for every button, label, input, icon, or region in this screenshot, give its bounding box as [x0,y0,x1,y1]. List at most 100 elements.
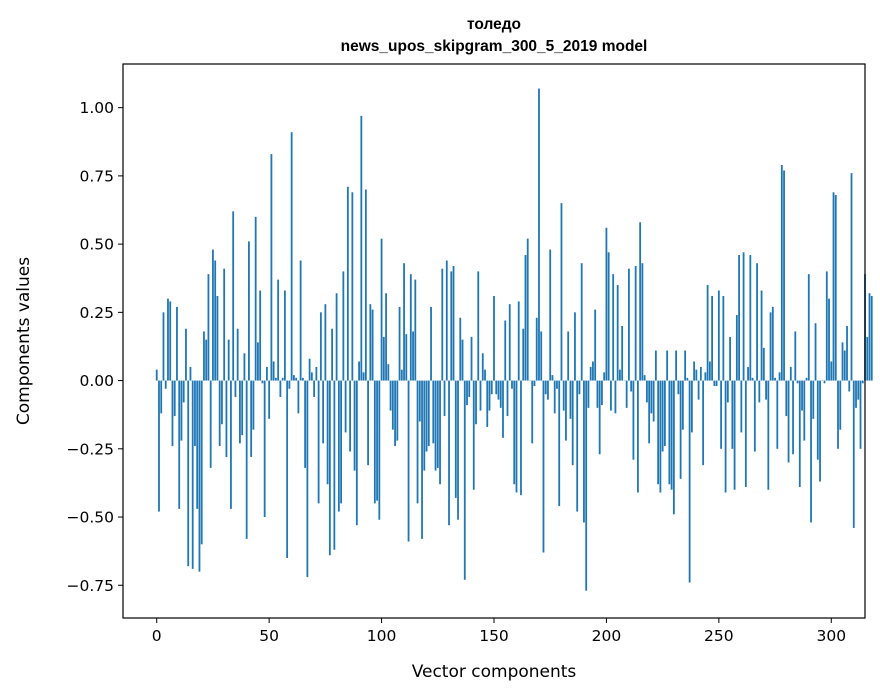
x-tick-label: 300 [816,627,846,645]
bar-58 [286,380,289,558]
bar-102 [385,293,387,381]
y-tick-label: −0.50 [67,509,115,527]
bar-19 [198,380,201,572]
bar-109 [400,369,403,381]
bar-295 [819,380,821,482]
bar-119 [423,380,426,471]
bar-250 [717,290,720,381]
bar-266 [753,380,756,452]
bar-110 [403,263,405,381]
bar-107 [396,380,399,441]
bar-55 [279,380,282,397]
bar-193 [589,366,592,381]
bar-78 [331,328,334,381]
bar-258 [735,315,738,381]
bar-240 [695,369,698,381]
bar-67 [306,380,309,578]
bar-69 [310,372,313,381]
bar-18 [196,380,199,509]
bar-275 [774,377,776,381]
bar-93 [364,189,367,381]
bar-211 [630,380,633,392]
bar-76 [326,380,329,485]
bar-239 [693,361,696,381]
bar-171 [540,331,543,381]
bar-316 [866,336,869,381]
bar-217 [643,375,646,381]
bar-300 [830,361,833,381]
bar-25 [212,249,214,381]
bar-317 [868,293,871,381]
bar-16 [191,380,194,569]
bar-231 [675,350,678,381]
bar-91 [360,115,363,381]
bar-117 [418,380,421,422]
bar-156 [506,380,509,417]
bar-279 [783,170,785,381]
bar-38 [241,380,244,436]
bar-140 [470,336,473,381]
bar-237 [688,380,691,583]
bar-313 [859,380,862,449]
bar-0 [155,369,158,381]
bar-63 [297,380,300,414]
bar-61 [292,375,295,381]
bar-236 [686,377,689,381]
bar-10 [178,380,181,509]
y-tick-label: 0.00 [79,372,114,390]
bar-6 [169,301,172,381]
bar-126 [439,380,441,485]
bar-8 [173,380,176,417]
bar-202 [610,380,612,411]
bar-82 [340,380,342,504]
bar-203 [612,274,615,381]
bar-142 [475,380,477,425]
bar-84 [344,380,347,433]
bar-256 [731,380,734,449]
bar-141 [472,380,475,490]
bar-157 [508,304,511,381]
bar-176 [551,375,554,381]
bar-41 [248,241,250,381]
bar-9 [176,306,178,381]
bar-301 [832,192,835,381]
y-tick-label: −0.75 [67,577,115,595]
bar-254 [726,380,729,403]
bar-127 [441,268,444,381]
bar-125 [436,380,439,468]
bar-32 [227,339,230,381]
bar-199 [603,372,606,381]
bar-53 [275,377,277,381]
bar-20 [200,380,203,545]
bar-51 [270,154,273,381]
bar-318 [870,295,873,381]
bar-276 [776,380,779,449]
bar-146 [484,369,486,381]
chart-title: толедо [467,16,521,33]
bar-101 [382,336,385,381]
bar-232 [677,380,680,395]
bar-219 [648,380,651,444]
bar-64 [299,260,302,381]
bar-267 [756,263,758,381]
bar-88 [353,380,356,471]
bar-12 [182,380,185,403]
bar-257 [733,380,736,490]
bar-155 [504,320,507,381]
y-tick-label: 1.00 [79,99,114,117]
bar-188 [578,380,581,395]
bar-35 [234,380,237,397]
bar-2 [160,380,163,414]
bar-28 [218,380,221,447]
bar-99 [378,380,381,520]
bar-42 [250,380,253,457]
bar-207 [621,325,624,381]
bar-168 [533,380,536,387]
bar-196 [596,380,599,408]
bar-71 [315,366,318,381]
bar-273 [769,312,772,381]
bar-87 [351,192,354,381]
bar-24 [209,380,212,468]
bar-33 [230,380,232,509]
